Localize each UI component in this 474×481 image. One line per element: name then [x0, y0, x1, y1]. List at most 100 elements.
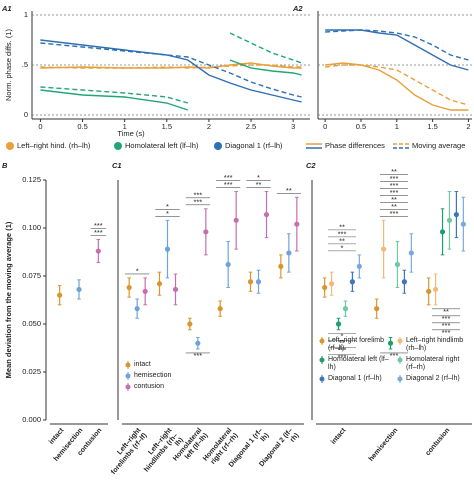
dot	[187, 321, 193, 327]
legend-label: intact	[134, 361, 151, 368]
significance: ***	[390, 174, 399, 183]
dot	[453, 211, 459, 218]
significance: *	[166, 202, 169, 211]
dot	[142, 288, 148, 294]
x-tick-label: 2	[466, 122, 470, 131]
dot	[408, 250, 414, 256]
x-tick-label: 0.5	[356, 122, 366, 131]
dot	[426, 288, 432, 294]
x-tick-label: 1	[123, 122, 127, 131]
dot	[247, 279, 254, 285]
y-tick-label: 0.050	[22, 319, 41, 328]
x-tick-label: 0.5	[77, 122, 87, 131]
significance: ***	[338, 229, 347, 238]
legend-swatch	[114, 142, 122, 150]
dot	[76, 286, 82, 293]
legend-swatch	[125, 384, 131, 390]
dot	[342, 306, 349, 312]
x-tick-label: 2	[207, 122, 211, 131]
line	[40, 42, 302, 98]
dot	[294, 221, 300, 227]
dot	[387, 340, 394, 346]
y-axis-label: Norm. phase diffs. (1)	[4, 29, 13, 101]
significance: *	[136, 266, 139, 275]
x-tick-label: 0	[323, 122, 327, 131]
significance: *	[166, 209, 169, 218]
line	[40, 39, 302, 103]
dot	[233, 217, 239, 223]
significance: ***	[442, 321, 451, 330]
dot	[217, 306, 223, 312]
panel-label: A2	[292, 4, 303, 13]
dot	[446, 217, 453, 223]
significance: *	[341, 243, 344, 252]
significance: ***	[390, 181, 399, 190]
significance: **	[391, 167, 397, 176]
significance: ***	[338, 353, 347, 362]
dot	[263, 211, 270, 218]
legend-swatch	[397, 376, 403, 382]
significance: **	[339, 222, 345, 231]
dot	[439, 229, 446, 235]
legend-label: Diagonal 2 (rf–lh)	[406, 375, 460, 382]
y-tick-label: 0.025	[22, 367, 41, 376]
significance: ***	[338, 346, 347, 355]
legend-label: Diagonal 1 (rf–lh)	[328, 375, 382, 382]
significance: **	[286, 186, 292, 195]
dot	[349, 279, 355, 285]
significance: ***	[193, 197, 202, 206]
dot	[57, 292, 63, 298]
legend-swatch	[397, 338, 403, 344]
dot	[329, 281, 335, 287]
significance: ***	[94, 221, 103, 230]
significance: ***	[193, 351, 202, 360]
dot	[394, 261, 401, 268]
significance: ***	[193, 190, 202, 199]
significance: ***	[94, 228, 103, 237]
legend-swatch	[125, 362, 131, 368]
line	[40, 32, 302, 104]
legend-label: Homolateral left (lf–lh)	[125, 141, 199, 150]
legend-label: hemisection	[134, 372, 172, 379]
dot	[225, 261, 231, 268]
significance: **	[391, 195, 397, 204]
line	[325, 62, 469, 111]
line	[325, 29, 469, 71]
legend-label: Homolateral right (rf–rh)	[406, 356, 460, 371]
dot	[460, 221, 466, 227]
legend-label: Left–right hindlimb (rh–lh)	[406, 337, 464, 352]
dot	[381, 246, 387, 252]
legend-swatch	[125, 373, 131, 379]
dot	[126, 284, 132, 291]
panel-label: B	[2, 161, 8, 170]
x-tick-label: 3	[291, 122, 295, 131]
dot	[255, 279, 262, 285]
legend-swatch	[6, 142, 14, 150]
legend-label: Homolateral left (lf–lh)	[328, 356, 389, 371]
significance: ***	[390, 188, 399, 197]
x-tick-label: 1.5	[162, 122, 172, 131]
significance: ***	[390, 209, 399, 218]
y-axis-label: Mean deviation from the moving average (…	[4, 221, 13, 378]
legend-swatch	[214, 142, 222, 150]
significance: **	[443, 307, 449, 316]
significance: ***	[224, 180, 233, 189]
y-tick-label: 0.075	[22, 271, 41, 280]
dot	[322, 284, 328, 291]
significance: **	[339, 339, 345, 348]
panel-label: C1	[112, 161, 122, 170]
dot	[335, 321, 342, 327]
dot	[156, 281, 163, 287]
y-tick-label: 0.100	[22, 223, 41, 232]
x-tick-label: 2.5	[246, 122, 256, 131]
legend-label: Diagonal 1 (rf–lh)	[225, 141, 283, 150]
y-tick-label: 0.000	[22, 415, 41, 424]
y-tick-label: 0.125	[22, 175, 41, 184]
dot	[134, 306, 140, 312]
y-tick-label: .5	[22, 60, 28, 69]
significance: *	[257, 173, 260, 182]
x-axis-label: Time (s)	[117, 129, 145, 138]
legend-swatch	[319, 376, 325, 382]
x-tick-label: 0	[38, 122, 42, 131]
